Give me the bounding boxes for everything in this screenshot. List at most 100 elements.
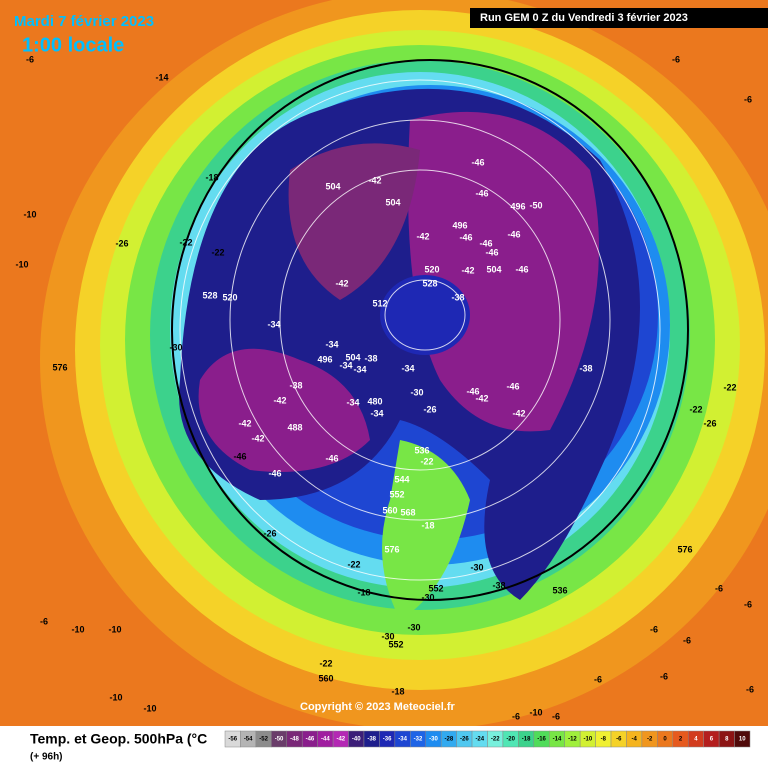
- legend-tick: -54: [244, 737, 253, 743]
- cold-core: [408, 111, 599, 432]
- legend-tick: -14: [553, 737, 562, 743]
- legend-tick: -2: [647, 737, 653, 743]
- map-label: 488: [287, 422, 302, 432]
- map-label: -46: [475, 188, 488, 198]
- map-label: 496: [510, 201, 525, 211]
- map-label: -18: [391, 686, 404, 696]
- legend-tick: -46: [306, 737, 315, 743]
- map-label: -26: [703, 418, 716, 428]
- map-label: -6: [715, 583, 723, 593]
- map-label: -38: [364, 353, 377, 363]
- map-label: -22: [211, 247, 224, 257]
- map-label: 576: [52, 362, 67, 372]
- map-label: -30: [421, 592, 434, 602]
- cold-core: [288, 143, 420, 300]
- map-label: 520: [424, 264, 439, 274]
- map-label: -18: [205, 172, 218, 182]
- map-label: -34: [325, 339, 338, 349]
- map-label: -14: [155, 72, 168, 82]
- map-label: 536: [552, 585, 567, 595]
- map-label: -26: [263, 528, 276, 538]
- map-label: -46: [471, 157, 484, 167]
- map-label: -6: [26, 54, 34, 64]
- map-label: -22: [420, 456, 433, 466]
- legend-swatch: [734, 730, 751, 748]
- map-label: -6: [40, 616, 48, 626]
- legend-tick: 8: [725, 737, 729, 743]
- map-label: 504: [486, 264, 501, 274]
- map-label: -30: [169, 342, 182, 352]
- map-label: -26: [115, 238, 128, 248]
- map-label: -34: [339, 360, 352, 370]
- map-label: -46: [459, 232, 472, 242]
- map-label: 576: [384, 544, 399, 554]
- map-label: -6: [744, 94, 752, 104]
- run-box: [470, 8, 768, 28]
- map-label: -46: [507, 229, 520, 239]
- map-label: 552: [389, 489, 404, 499]
- map-label: -22: [179, 237, 192, 247]
- contours: [179, 79, 661, 581]
- map-label: -38: [289, 380, 302, 390]
- map-label: 528: [202, 290, 217, 300]
- map-label: -42: [251, 433, 264, 443]
- map-label: 504: [345, 352, 360, 362]
- legend-tick: -10: [584, 737, 593, 743]
- map-label: -46: [515, 264, 528, 274]
- legend-tick: -24: [475, 737, 484, 743]
- time: 1:00 locale: [22, 34, 124, 56]
- legend-tick: 10: [739, 737, 746, 743]
- map-label: -46: [233, 451, 246, 461]
- warm-pocket: [380, 275, 470, 355]
- legend-tick: -4: [632, 737, 638, 743]
- map-label: -6: [746, 684, 754, 694]
- map-label: 544: [394, 474, 409, 484]
- legend-tick: -28: [445, 737, 454, 743]
- map-label: -22: [689, 404, 702, 414]
- map-label: -46: [325, 453, 338, 463]
- map-label: 552: [428, 583, 443, 593]
- legend-tick: -26: [460, 737, 469, 743]
- map-label: 560: [382, 505, 397, 515]
- map-label: -42: [273, 395, 286, 405]
- legend-tick: -20: [506, 737, 515, 743]
- map-label: -34: [346, 397, 359, 407]
- map-label: -6: [552, 711, 560, 721]
- map-label: -50: [529, 200, 542, 210]
- legend-tick: -48: [290, 737, 299, 743]
- map-label: 496: [452, 220, 467, 230]
- map-label: 528: [422, 278, 437, 288]
- legend-tick: -42: [336, 737, 345, 743]
- legend-tick: -12: [568, 737, 577, 743]
- map-label: -38: [451, 292, 464, 302]
- map-label: -10: [108, 624, 121, 634]
- map-label: 576: [677, 544, 692, 554]
- map-label: -6: [744, 599, 752, 609]
- map-label: -30: [381, 631, 394, 641]
- map-label: -34: [353, 364, 366, 374]
- legend-tick: 4: [694, 737, 698, 743]
- map-label: -42: [461, 265, 474, 275]
- map-label: -34: [267, 319, 280, 329]
- map-label: -42: [368, 175, 381, 185]
- legend-title: Temp. et Geop. 500hPa (°C: [30, 731, 207, 747]
- map-label: -46: [485, 247, 498, 257]
- map-label: -10: [23, 209, 36, 219]
- legend-tick: 0: [663, 737, 667, 743]
- legend-tick: -22: [491, 737, 500, 743]
- map-label: -6: [660, 671, 668, 681]
- map-label: 560: [318, 673, 333, 683]
- map-label: -34: [401, 363, 414, 373]
- warm-tongue: [382, 440, 470, 620]
- legend-lead: (+ 96h): [30, 752, 63, 763]
- map-label: -26: [423, 404, 436, 414]
- map-label: -18: [421, 520, 434, 530]
- map-label: -46: [268, 468, 281, 478]
- map-label: -6: [672, 54, 680, 64]
- map-label: -18: [357, 587, 370, 597]
- legend-tick: -32: [414, 737, 423, 743]
- map-label: -38: [492, 580, 505, 590]
- map-label: -46: [479, 238, 492, 248]
- map-label: -30: [407, 622, 420, 632]
